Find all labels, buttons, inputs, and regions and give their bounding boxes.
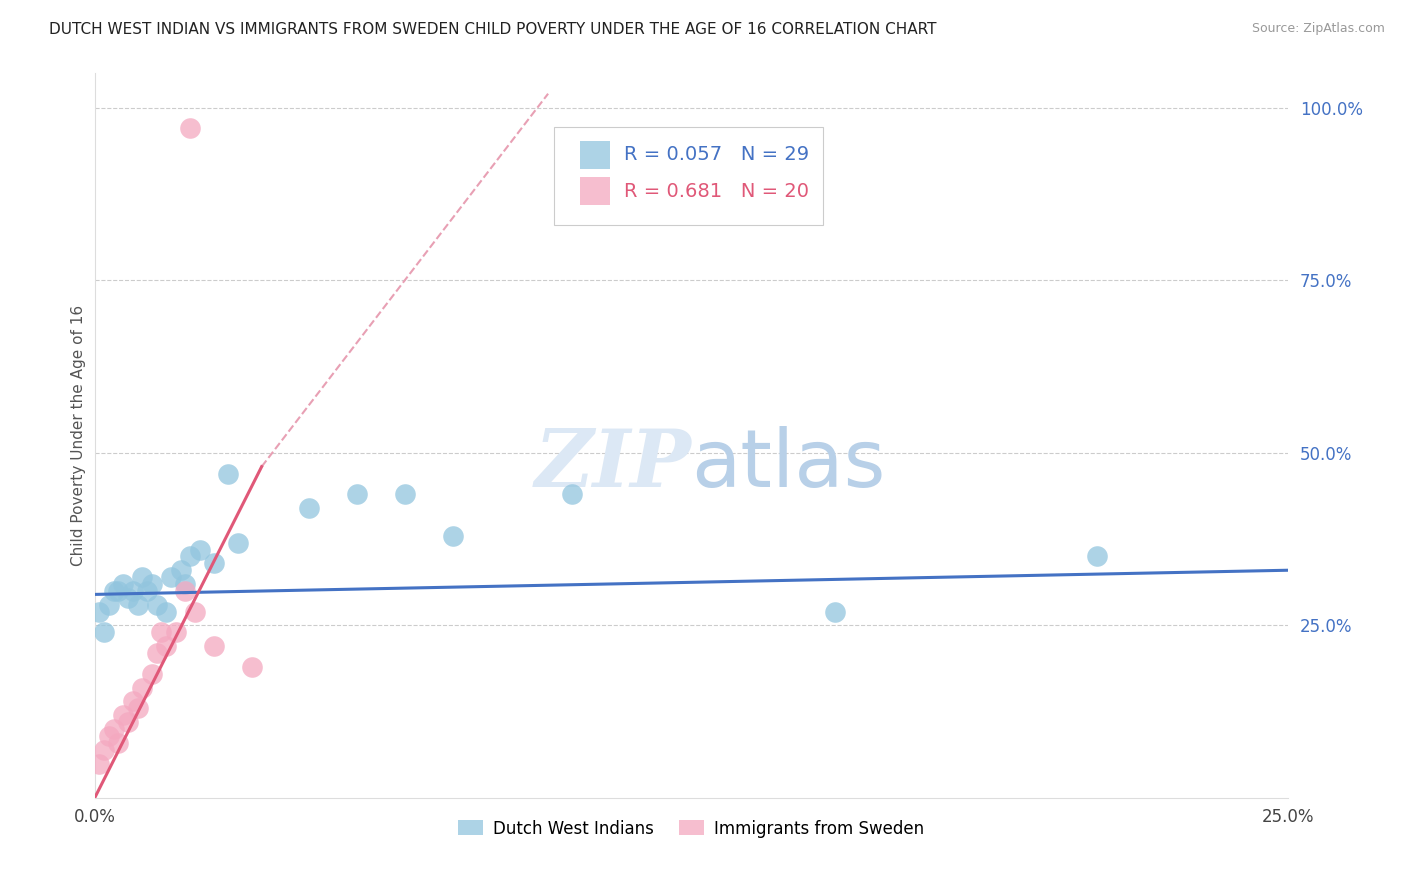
Point xyxy=(394,487,416,501)
Point xyxy=(441,529,464,543)
Point xyxy=(155,605,177,619)
Point xyxy=(202,557,225,571)
Text: R = 0.681   N = 20: R = 0.681 N = 20 xyxy=(624,182,810,201)
Text: R = 0.057   N = 29: R = 0.057 N = 29 xyxy=(624,145,810,164)
Y-axis label: Child Poverty Under the Age of 16: Child Poverty Under the Age of 16 xyxy=(72,305,86,566)
Point xyxy=(240,660,263,674)
Point xyxy=(346,487,368,501)
Point xyxy=(117,715,139,730)
Point xyxy=(141,666,163,681)
Point xyxy=(145,598,167,612)
Point xyxy=(217,467,239,481)
Point xyxy=(131,681,153,695)
Point xyxy=(97,598,120,612)
Point xyxy=(824,605,846,619)
Point xyxy=(145,646,167,660)
Point xyxy=(174,577,197,591)
Point xyxy=(179,121,201,136)
Legend: Dutch West Indians, Immigrants from Sweden: Dutch West Indians, Immigrants from Swed… xyxy=(451,813,931,844)
Point xyxy=(89,605,111,619)
Text: Source: ZipAtlas.com: Source: ZipAtlas.com xyxy=(1251,22,1385,36)
Point xyxy=(121,584,143,599)
Point xyxy=(93,743,115,757)
Text: ZIP: ZIP xyxy=(534,425,692,503)
Point xyxy=(1085,549,1108,564)
Text: DUTCH WEST INDIAN VS IMMIGRANTS FROM SWEDEN CHILD POVERTY UNDER THE AGE OF 16 CO: DUTCH WEST INDIAN VS IMMIGRANTS FROM SWE… xyxy=(49,22,936,37)
Point xyxy=(112,577,135,591)
Point xyxy=(184,605,207,619)
Point xyxy=(169,563,191,577)
Point xyxy=(107,736,129,750)
Point xyxy=(188,542,211,557)
Point xyxy=(141,577,163,591)
Point xyxy=(136,584,159,599)
Point xyxy=(131,570,153,584)
Point xyxy=(97,729,120,743)
Point xyxy=(561,487,583,501)
Point xyxy=(107,584,129,599)
Text: atlas: atlas xyxy=(692,425,886,504)
FancyBboxPatch shape xyxy=(581,141,610,169)
FancyBboxPatch shape xyxy=(554,128,823,226)
Point xyxy=(103,584,125,599)
Point xyxy=(112,708,135,723)
Point xyxy=(160,570,183,584)
Point xyxy=(150,625,173,640)
Point xyxy=(155,639,177,653)
Point xyxy=(179,549,201,564)
Point xyxy=(93,625,115,640)
FancyBboxPatch shape xyxy=(581,178,610,205)
Point xyxy=(174,584,197,599)
Point xyxy=(103,722,125,736)
Point xyxy=(117,591,139,605)
Point xyxy=(127,701,149,715)
Point xyxy=(165,625,187,640)
Point xyxy=(298,501,321,516)
Point xyxy=(202,639,225,653)
Point xyxy=(226,535,249,549)
Point xyxy=(121,694,143,708)
Point xyxy=(89,756,111,771)
Point xyxy=(127,598,149,612)
